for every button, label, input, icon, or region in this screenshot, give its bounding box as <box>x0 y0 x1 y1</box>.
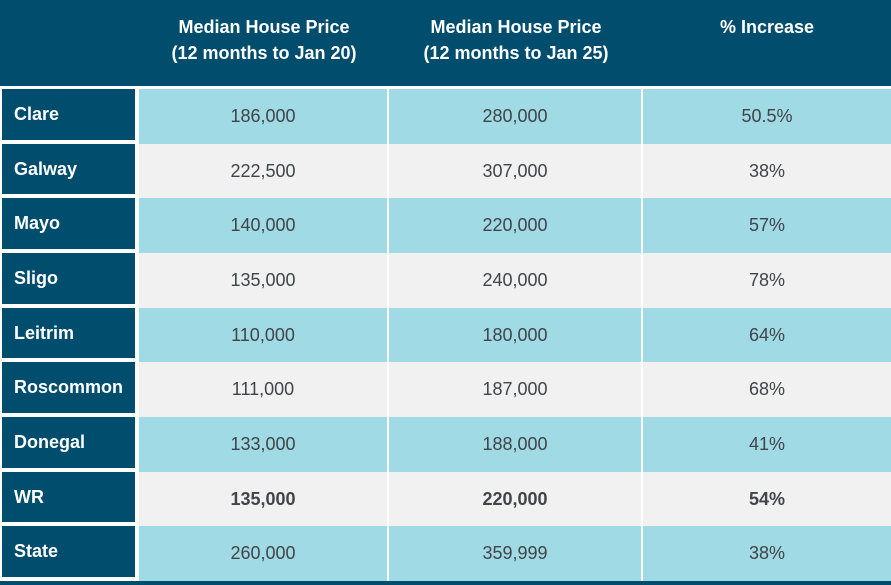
cell-price-jan25: 188,000 <box>389 417 643 472</box>
cell-increase: 68% <box>643 362 891 418</box>
header-col-jan20: Median House Price (12 months to Jan 20) <box>139 0 389 86</box>
cell-price-jan20: 135,000 <box>139 471 389 527</box>
table-row-donegal: Donegal 133,000 188,000 41% <box>0 417 891 472</box>
header-corner-cell <box>0 0 139 86</box>
row-label: Donegal <box>0 417 139 472</box>
cell-price-jan25: 187,000 <box>389 362 643 418</box>
row-label: Leitrim <box>0 307 139 363</box>
cell-price-jan20: 222,500 <box>139 143 389 199</box>
cell-price-jan25: 180,000 <box>389 307 643 363</box>
header-col-jan20-line1: Median House Price <box>178 17 350 37</box>
cell-price-jan20: 260,000 <box>139 526 389 582</box>
cell-price-jan25: 280,000 <box>389 89 643 144</box>
cell-price-jan20: 111,000 <box>139 362 389 418</box>
cell-increase: 50.5% <box>643 89 891 144</box>
table-row-clare: Clare 186,000 280,000 50.5% <box>0 89 891 144</box>
header-col-jan20-line2: (12 months to Jan 20) <box>171 43 357 63</box>
row-label: WR <box>0 471 139 527</box>
table-row-state: State 260,000 359,999 38% <box>0 526 891 582</box>
cell-price-jan25: 240,000 <box>389 253 643 308</box>
cell-price-jan20: 135,000 <box>139 253 389 308</box>
table-row-wr: WR 135,000 220,000 54% <box>0 471 891 527</box>
header-col-jan25-line2: (12 months to Jan 25) <box>423 43 609 63</box>
header-col-increase: % Increase <box>643 0 891 86</box>
cell-price-jan20: 133,000 <box>139 417 389 472</box>
row-label: Clare <box>0 89 139 144</box>
cell-increase: 54% <box>643 471 891 527</box>
table-row-sligo: Sligo 135,000 240,000 78% <box>0 253 891 308</box>
cell-price-jan25: 359,999 <box>389 526 643 582</box>
header-col-increase-line1: % Increase <box>719 17 815 37</box>
row-label: Galway <box>0 143 139 199</box>
table-bottom-edge <box>0 581 891 585</box>
table-body: Clare 186,000 280,000 50.5% Galway 222,500 307… <box>0 89 891 582</box>
row-label: Sligo <box>0 253 139 308</box>
table-row-roscommon: Roscommon 111,000 187,000 68% <box>0 362 891 418</box>
row-label: State <box>0 526 139 582</box>
table-row-mayo: Mayo 140,000 220,000 57% <box>0 198 891 254</box>
cell-increase: 41% <box>643 417 891 472</box>
table-header-row: Median House Price (12 months to Jan 20)… <box>0 0 891 89</box>
cell-increase: 57% <box>643 198 891 254</box>
header-col-jan25-line1: Median House Price <box>430 17 602 37</box>
cell-increase: 64% <box>643 307 891 363</box>
cell-increase: 38% <box>643 143 891 199</box>
cell-price-jan25: 220,000 <box>389 471 643 527</box>
cell-price-jan25: 220,000 <box>389 198 643 254</box>
cell-price-jan20: 140,000 <box>139 198 389 254</box>
row-label: Mayo <box>0 198 139 254</box>
cell-price-jan25: 307,000 <box>389 143 643 199</box>
table-row-leitrim: Leitrim 110,000 180,000 64% <box>0 307 891 363</box>
row-label: Roscommon <box>0 362 139 418</box>
cell-increase: 38% <box>643 526 891 582</box>
header-col-jan25: Median House Price (12 months to Jan 25) <box>389 0 643 86</box>
cell-price-jan20: 186,000 <box>139 89 389 144</box>
cell-increase: 78% <box>643 253 891 308</box>
table-row-galway: Galway 222,500 307,000 38% <box>0 143 891 199</box>
cell-price-jan20: 110,000 <box>139 307 389 363</box>
